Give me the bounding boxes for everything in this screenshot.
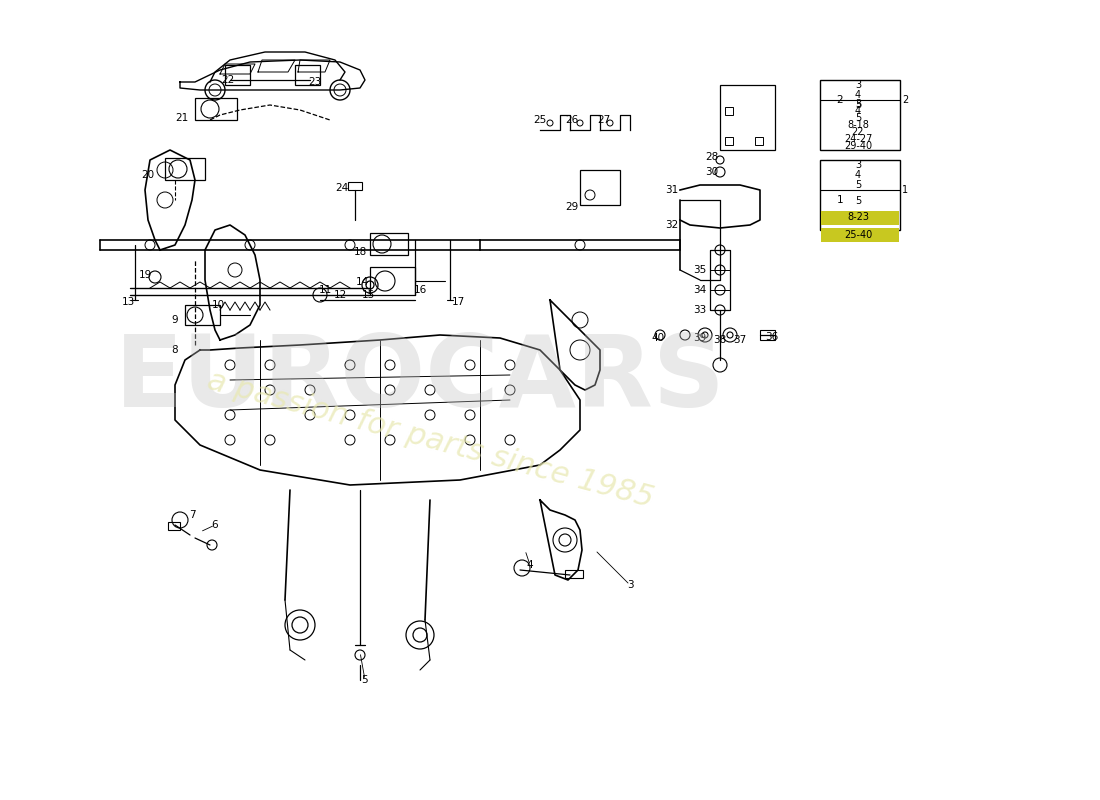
- Bar: [820, 160, 900, 230]
- Text: 8-23: 8-23: [847, 213, 869, 222]
- Bar: [295, 65, 320, 85]
- Text: 8: 8: [172, 345, 178, 355]
- Bar: [725, 137, 733, 145]
- Bar: [348, 182, 362, 190]
- Text: 36: 36: [766, 332, 779, 342]
- Text: 23: 23: [308, 77, 321, 87]
- Text: 10: 10: [211, 300, 224, 310]
- Text: 1: 1: [837, 195, 844, 205]
- Text: 2: 2: [902, 95, 909, 105]
- Text: 33: 33: [693, 305, 706, 315]
- Text: 39: 39: [693, 333, 706, 343]
- Text: 9: 9: [172, 315, 178, 325]
- Text: 12: 12: [333, 290, 346, 300]
- Text: 27: 27: [597, 115, 611, 125]
- Bar: [565, 570, 583, 578]
- Bar: [820, 80, 900, 150]
- Text: 5: 5: [855, 100, 861, 110]
- Text: 5: 5: [855, 180, 861, 190]
- Bar: [821, 210, 899, 225]
- Text: 24: 24: [336, 183, 349, 193]
- Text: 37: 37: [734, 335, 747, 345]
- Text: 13: 13: [121, 297, 134, 307]
- Text: 15: 15: [362, 290, 375, 300]
- Bar: [370, 233, 408, 255]
- Text: 25-40: 25-40: [844, 230, 872, 239]
- Text: 20: 20: [142, 170, 155, 180]
- Text: a passion for parts since 1985: a passion for parts since 1985: [204, 366, 657, 514]
- Text: 5: 5: [362, 675, 369, 685]
- Text: 38: 38: [714, 335, 727, 345]
- Text: 28: 28: [705, 152, 718, 162]
- Text: 4: 4: [855, 106, 861, 116]
- Text: 35: 35: [693, 265, 706, 275]
- Text: 22: 22: [221, 75, 234, 85]
- Bar: [226, 65, 250, 85]
- Text: 26: 26: [565, 115, 579, 125]
- Text: 14: 14: [355, 277, 368, 287]
- Text: 11: 11: [318, 285, 331, 295]
- Text: 3: 3: [855, 80, 861, 90]
- Bar: [195, 98, 236, 120]
- Text: 5: 5: [855, 195, 861, 206]
- Text: 5: 5: [855, 113, 861, 123]
- Text: 22: 22: [851, 127, 865, 137]
- Text: 32: 32: [666, 220, 679, 230]
- Text: 4: 4: [527, 560, 534, 570]
- Text: 3: 3: [627, 580, 634, 590]
- Text: 1: 1: [902, 185, 909, 195]
- Text: 7: 7: [189, 510, 196, 520]
- Text: 40: 40: [651, 333, 664, 343]
- Text: 29-40: 29-40: [844, 142, 872, 151]
- Text: 16: 16: [414, 285, 427, 295]
- Text: 21: 21: [175, 113, 188, 123]
- Text: 31: 31: [666, 185, 679, 195]
- Text: 2: 2: [837, 95, 844, 105]
- Text: 8-18: 8-18: [847, 120, 869, 130]
- Bar: [165, 158, 205, 180]
- Bar: [370, 267, 415, 295]
- Text: EUROCARS: EUROCARS: [114, 331, 725, 429]
- Text: 34: 34: [693, 285, 706, 295]
- Text: 3: 3: [855, 98, 861, 109]
- Text: 25: 25: [534, 115, 547, 125]
- Bar: [821, 227, 899, 242]
- Bar: [185, 305, 220, 325]
- Bar: [580, 170, 620, 205]
- Text: 4: 4: [855, 170, 861, 180]
- Bar: [755, 137, 763, 145]
- Bar: [760, 330, 775, 340]
- Text: 4: 4: [855, 90, 861, 100]
- Text: 24-27: 24-27: [844, 134, 872, 144]
- Bar: [710, 250, 730, 310]
- Text: 19: 19: [139, 270, 152, 280]
- Text: 3: 3: [855, 160, 861, 170]
- Text: 18: 18: [353, 247, 366, 257]
- Bar: [168, 522, 180, 530]
- Text: 30: 30: [705, 167, 718, 177]
- Text: 6: 6: [211, 520, 218, 530]
- Bar: [725, 107, 733, 115]
- Bar: [720, 85, 775, 150]
- Text: 17: 17: [451, 297, 464, 307]
- Text: 29: 29: [565, 202, 579, 212]
